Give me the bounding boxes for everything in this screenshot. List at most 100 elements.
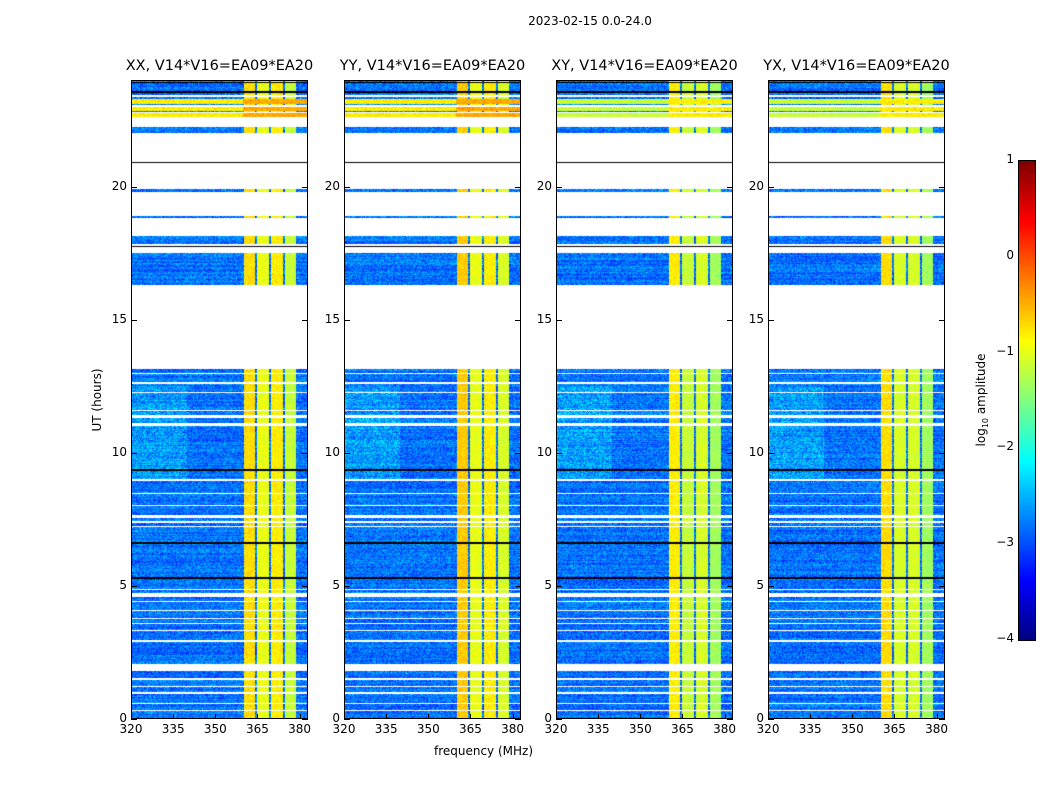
y-tick-mark <box>515 186 521 188</box>
y-tick-label: 5 <box>332 577 340 592</box>
x-tick-mark <box>470 714 472 719</box>
panel-title: YX, V14*V16=EA09*EA20 <box>763 58 950 74</box>
x-tick-mark <box>131 714 132 719</box>
x-tick-mark <box>299 714 301 719</box>
y-tick-mark <box>131 719 137 720</box>
x-tick-mark <box>173 714 175 719</box>
x-tick-mark <box>640 714 642 719</box>
y-tick-label: 0 <box>332 711 340 725</box>
x-tick-mark <box>512 714 514 719</box>
panel-1: XX, V14*V16=EA09*EA20 320 335 350 365 380 0 5 10… <box>112 58 314 736</box>
y-tick-label: 20 <box>324 178 340 193</box>
y-tick-label: 20 <box>536 178 552 193</box>
y-tick-mark <box>131 319 137 321</box>
y-tick-label: 15 <box>324 311 340 326</box>
x-tick-label: 380 <box>288 722 312 736</box>
x-tick-mark <box>810 714 812 719</box>
y-tick-mark <box>556 186 562 188</box>
x-tick-mark <box>428 714 430 719</box>
panel-title: XY, V14*V16=EA09*EA20 <box>551 58 738 74</box>
x-tick-mark <box>682 714 684 719</box>
y-tick-label: 0 <box>756 711 764 725</box>
x-tick-label: 380 <box>925 722 949 736</box>
colorbar-tick-label: 0 <box>1006 247 1014 262</box>
y-tick-label: 20 <box>748 178 764 193</box>
waterfall-heatmap <box>131 80 308 719</box>
y-tick-mark <box>768 452 774 454</box>
y-tick-mark <box>556 319 562 321</box>
x-tick-label: 350 <box>203 722 227 736</box>
x-tick-label: 365 <box>670 722 694 736</box>
y-tick-mark <box>768 319 774 321</box>
y-tick-mark <box>727 585 733 587</box>
y-tick-mark <box>939 452 945 454</box>
waterfall-heatmap <box>768 80 945 719</box>
y-tick-mark <box>939 319 945 321</box>
colorbar-tick-label: −4 <box>996 631 1014 645</box>
x-tick-mark <box>768 714 769 719</box>
colorbar-tick-label: −1 <box>996 343 1014 358</box>
y-tick-mark <box>302 585 308 587</box>
y-tick-mark <box>515 319 521 321</box>
y-tick-label: 0 <box>544 711 552 725</box>
y-tick-mark <box>344 319 350 321</box>
x-tick-label: 335 <box>374 722 398 736</box>
y-tick-mark <box>515 452 521 454</box>
y-tick-mark <box>344 719 350 720</box>
panel-3: XY, V14*V16=EA09*EA20 320 335 350 365 380 0 5 10… <box>537 58 738 736</box>
x-tick-mark <box>936 714 938 719</box>
y-tick-mark <box>727 186 733 188</box>
y-tick-mark <box>302 186 308 188</box>
y-tick-mark <box>727 319 733 321</box>
panel-2: YY, V14*V16=EA09*EA20 320 335 350 365 380 0 5 10… <box>325 58 525 736</box>
y-tick-mark <box>939 186 945 188</box>
x-tick-mark <box>556 714 557 719</box>
y-tick-mark <box>727 452 733 454</box>
x-tick-label: 380 <box>501 722 525 736</box>
x-tick-mark <box>215 714 217 719</box>
x-tick-label: 335 <box>798 722 822 736</box>
waterfall-heatmap <box>344 80 521 719</box>
y-tick-label: 5 <box>544 577 552 592</box>
colorbar <box>1018 160 1036 641</box>
colorbar-label: log10 amplitude <box>973 353 991 447</box>
x-tick-label: 365 <box>882 722 906 736</box>
panel-title: XX, V14*V16=EA09*EA20 <box>125 58 314 74</box>
panel-4: YX, V14*V16=EA09*EA20 320 335 350 365 380 0 5 10… <box>749 58 950 736</box>
colorbar-tick-label: −3 <box>996 535 1014 550</box>
panel-title: YY, V14*V16=EA09*EA20 <box>339 58 526 74</box>
x-tick-label: 350 <box>840 722 864 736</box>
x-tick-label: 335 <box>161 722 185 736</box>
x-axis-label: frequency (MHz) <box>433 744 534 758</box>
x-tick-mark <box>894 714 896 719</box>
y-tick-label: 15 <box>536 311 552 326</box>
x-tick-label: 320 <box>756 722 780 736</box>
y-tick-mark <box>768 186 774 188</box>
x-tick-mark <box>852 714 854 719</box>
y-tick-mark <box>302 319 308 321</box>
x-tick-label: 320 <box>544 722 568 736</box>
y-tick-mark <box>939 585 945 587</box>
x-tick-label: 320 <box>332 722 356 736</box>
y-tick-label: 20 <box>111 178 127 193</box>
y-tick-label: 5 <box>119 577 127 592</box>
x-tick-mark <box>344 714 345 719</box>
y-tick-label: 10 <box>748 444 764 459</box>
x-tick-mark <box>386 714 388 719</box>
y-tick-label: 15 <box>111 311 127 326</box>
y-tick-mark <box>515 585 521 587</box>
x-tick-label: 365 <box>458 722 482 736</box>
colorbar-tick-label: −2 <box>996 439 1014 454</box>
x-tick-label: 335 <box>586 722 610 736</box>
x-tick-mark <box>598 714 600 719</box>
x-tick-label: 350 <box>628 722 652 736</box>
y-tick-mark <box>131 186 137 188</box>
waterfall-heatmap <box>556 80 733 719</box>
y-tick-label: 10 <box>111 444 127 459</box>
colorbar-tick-label: 1 <box>1006 152 1014 166</box>
y-axis-label: UT (hours) <box>90 368 104 432</box>
y-tick-label: 10 <box>536 444 552 459</box>
y-tick-mark <box>344 452 350 454</box>
y-tick-label: 0 <box>119 711 127 725</box>
